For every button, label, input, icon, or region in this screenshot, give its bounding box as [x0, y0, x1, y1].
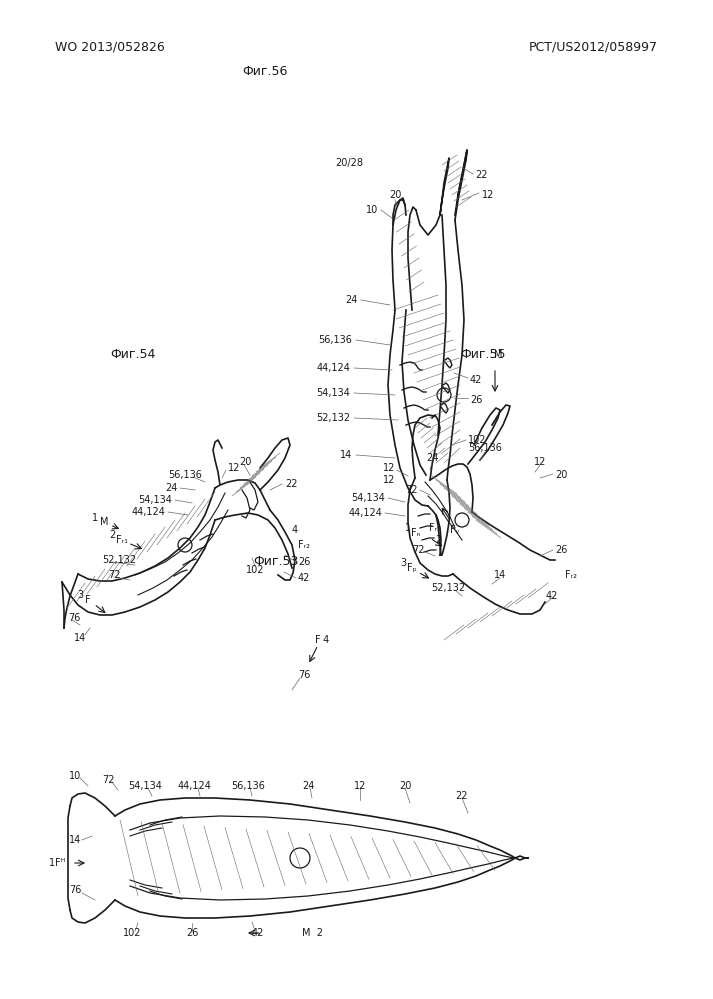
Text: Fᴴ: Fᴴ [55, 858, 65, 868]
Text: 2: 2 [435, 535, 441, 545]
Text: 76: 76 [68, 613, 81, 623]
Text: 56,136: 56,136 [318, 335, 352, 345]
Text: 42: 42 [546, 591, 558, 601]
Text: F: F [315, 635, 321, 645]
Text: 54,134: 54,134 [316, 388, 350, 398]
Text: 44,124: 44,124 [131, 507, 165, 517]
Text: 1: 1 [405, 523, 411, 533]
Text: 3: 3 [77, 590, 83, 600]
Text: 20: 20 [239, 457, 251, 467]
Text: 12: 12 [534, 457, 546, 467]
Text: Фиг.55: Фиг.55 [460, 348, 506, 362]
Text: 20: 20 [389, 190, 401, 200]
Text: 52,132: 52,132 [431, 583, 465, 593]
Text: 24: 24 [346, 295, 358, 305]
Text: 42: 42 [470, 375, 483, 385]
Text: 76: 76 [298, 670, 310, 680]
Text: 14: 14 [494, 570, 506, 580]
Text: 52,132: 52,132 [316, 413, 350, 423]
Text: 12: 12 [383, 463, 395, 473]
Text: 14: 14 [340, 450, 352, 460]
Text: Fᵣ₁: Fᵣ₁ [116, 535, 128, 545]
Text: 26: 26 [470, 395, 483, 405]
Text: 24: 24 [165, 483, 178, 493]
Text: Fᵣ₂: Fᵣ₂ [298, 540, 310, 550]
Text: 72: 72 [102, 775, 114, 785]
Text: 3: 3 [400, 558, 406, 568]
Text: 56,136: 56,136 [468, 443, 502, 453]
Text: 2: 2 [109, 530, 115, 540]
Text: 72: 72 [108, 570, 120, 580]
Text: Fᵥ: Fᵥ [450, 525, 460, 535]
Text: 1: 1 [92, 513, 98, 523]
Text: 102: 102 [246, 565, 265, 575]
Text: Fₚ: Fₚ [407, 563, 417, 573]
Text: WO 2013/052826: WO 2013/052826 [55, 41, 165, 54]
Text: F: F [85, 595, 91, 605]
Text: 22: 22 [475, 170, 488, 180]
Text: 10: 10 [69, 771, 81, 781]
Text: 12: 12 [354, 781, 366, 791]
Text: 14: 14 [74, 633, 86, 643]
Text: 44,124: 44,124 [316, 363, 350, 373]
Text: Фиг.53: Фиг.53 [253, 554, 299, 568]
Text: 20: 20 [399, 781, 411, 791]
Text: 4: 4 [320, 635, 329, 645]
Text: 22: 22 [456, 791, 468, 801]
Text: 26: 26 [298, 557, 310, 567]
Text: Fₙ: Fₙ [411, 528, 421, 538]
Text: 54,134: 54,134 [138, 495, 172, 505]
Text: 52,132: 52,132 [102, 555, 136, 565]
Text: PCT/US2012/058997: PCT/US2012/058997 [529, 41, 658, 54]
Text: 54,134: 54,134 [351, 493, 385, 503]
Text: Фиг.56: Фиг.56 [242, 65, 288, 79]
Text: 24: 24 [302, 781, 314, 791]
Text: 12: 12 [482, 190, 494, 200]
Text: 42: 42 [298, 573, 310, 583]
Text: 44,124: 44,124 [348, 508, 382, 518]
Text: 12: 12 [383, 475, 395, 485]
Text: 1: 1 [49, 858, 55, 868]
Text: M: M [100, 517, 108, 527]
Text: Фиг.54: Фиг.54 [111, 348, 156, 362]
Text: M  2: M 2 [302, 928, 322, 938]
Text: 10: 10 [366, 205, 378, 215]
Text: 26: 26 [186, 928, 198, 938]
Text: 54,134: 54,134 [128, 781, 162, 791]
Text: 42: 42 [252, 928, 265, 938]
Text: 56,136: 56,136 [231, 781, 265, 791]
Text: 14: 14 [69, 835, 81, 845]
Text: 12: 12 [228, 463, 240, 473]
Text: 72: 72 [411, 545, 424, 555]
Text: 56,136: 56,136 [168, 470, 202, 480]
Text: 72: 72 [406, 485, 418, 495]
Text: M: M [493, 350, 502, 360]
Text: Fᵣ₂: Fᵣ₂ [565, 570, 577, 580]
Text: 26: 26 [555, 545, 568, 555]
Text: 24: 24 [426, 453, 438, 463]
Text: 20/28: 20/28 [335, 158, 363, 168]
Text: 76: 76 [69, 885, 81, 895]
Text: 44,124: 44,124 [178, 781, 212, 791]
Text: 102: 102 [123, 928, 141, 938]
Text: 102: 102 [468, 435, 486, 445]
Text: 22: 22 [285, 479, 297, 489]
Text: Fᵣ₁: Fᵣ₁ [429, 523, 441, 533]
Text: 20: 20 [555, 470, 568, 480]
Text: 4: 4 [292, 525, 298, 535]
